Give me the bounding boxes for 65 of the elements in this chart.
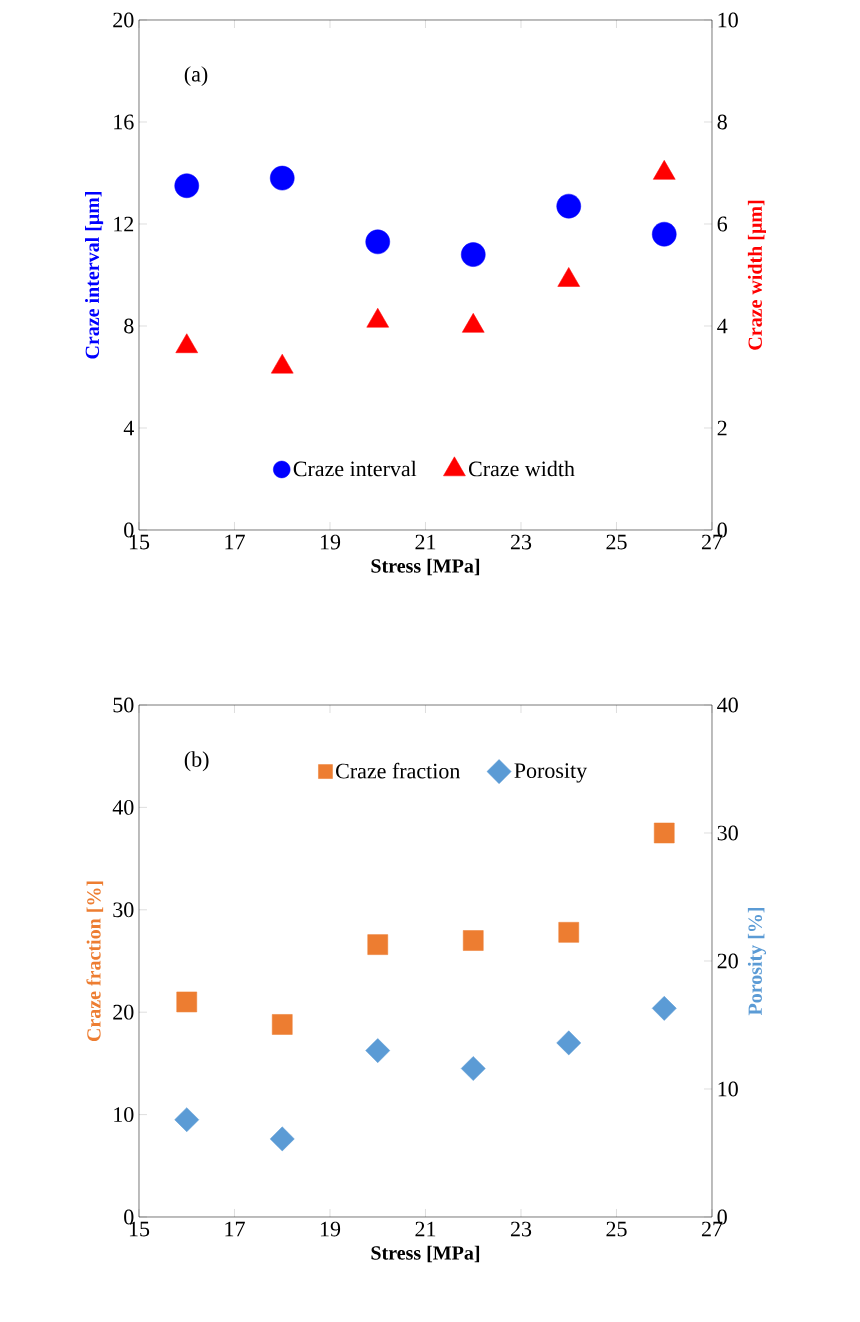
y-tick-label: 12: [114, 216, 134, 232]
y-tick-label: 4: [123, 420, 134, 436]
point: [651, 221, 677, 247]
point: [558, 922, 580, 943]
x-tick-label: 21: [415, 1221, 436, 1237]
point: [460, 1056, 486, 1081]
y2-tick-label: 8: [717, 114, 727, 130]
y2-tick-label: 30: [717, 825, 738, 841]
x-tick-label: 23: [510, 534, 532, 550]
y2-tick-label: 10: [718, 1081, 738, 1097]
point: [176, 991, 198, 1013]
point: [460, 242, 486, 267]
point: [175, 333, 198, 353]
point: [462, 930, 484, 951]
y-axis-title: Craze fraction [%]: [86, 881, 104, 1042]
y2-axis-title: Craze width [μm]: [747, 200, 766, 350]
point: [556, 193, 582, 219]
point: [462, 313, 485, 333]
x-axis-title: Stress [MPa]: [371, 558, 480, 576]
point: [174, 173, 200, 199]
x-axis-title: Stress [MPa]: [371, 1245, 480, 1263]
legend-label: Porosity: [514, 763, 588, 783]
x-tick-label: 25: [606, 1221, 627, 1237]
y-axis-title: Craze interval [μm]: [85, 191, 104, 359]
point: [269, 1126, 295, 1152]
y2-axis-title: Porosity [%]: [747, 907, 767, 1016]
point: [556, 1030, 582, 1056]
y2-tick-label: 4: [717, 318, 728, 334]
point: [271, 1014, 293, 1035]
y-tick-label: 20: [113, 12, 134, 28]
point: [367, 934, 389, 955]
y-tick-label: 50: [113, 697, 134, 713]
point: [271, 353, 294, 374]
y2-tick-label: 2: [717, 420, 727, 436]
annotation: (b): [184, 751, 209, 772]
y-tick-label: 10: [114, 1107, 134, 1123]
x-tick-label: 19: [320, 1221, 341, 1237]
legend-label: Craze fraction: [336, 762, 461, 779]
point: [269, 165, 295, 191]
y2-tick-label: 20: [717, 953, 738, 969]
x-tick-label: 17: [225, 534, 245, 550]
x-tick-label: 23: [510, 1221, 532, 1237]
y-tick-label: 16: [114, 114, 134, 130]
point: [653, 160, 676, 180]
y-tick-label: 8: [124, 318, 134, 334]
point: [651, 996, 677, 1021]
x-tick-label: 19: [320, 534, 341, 550]
point: [174, 1107, 200, 1133]
x-tick-label: 21: [415, 534, 436, 550]
y2-tick-label: 10: [718, 12, 738, 28]
point: [365, 1038, 391, 1063]
legend-label: Craze interval: [293, 460, 417, 477]
y2-tick-label: 40: [717, 697, 738, 713]
y2-tick-label: 6: [717, 216, 728, 232]
y-tick-label: 40: [112, 799, 134, 815]
point: [653, 822, 675, 844]
x-tick-label: 25: [606, 534, 627, 550]
x-tick-label: 17: [225, 1221, 245, 1237]
legend-label: Craze width: [468, 460, 575, 477]
point: [365, 229, 391, 255]
y-tick-label: 20: [113, 1004, 134, 1020]
y-tick-label: 30: [113, 902, 134, 918]
point: [366, 307, 389, 328]
point: [557, 267, 580, 287]
annotation: (a): [184, 66, 208, 87]
